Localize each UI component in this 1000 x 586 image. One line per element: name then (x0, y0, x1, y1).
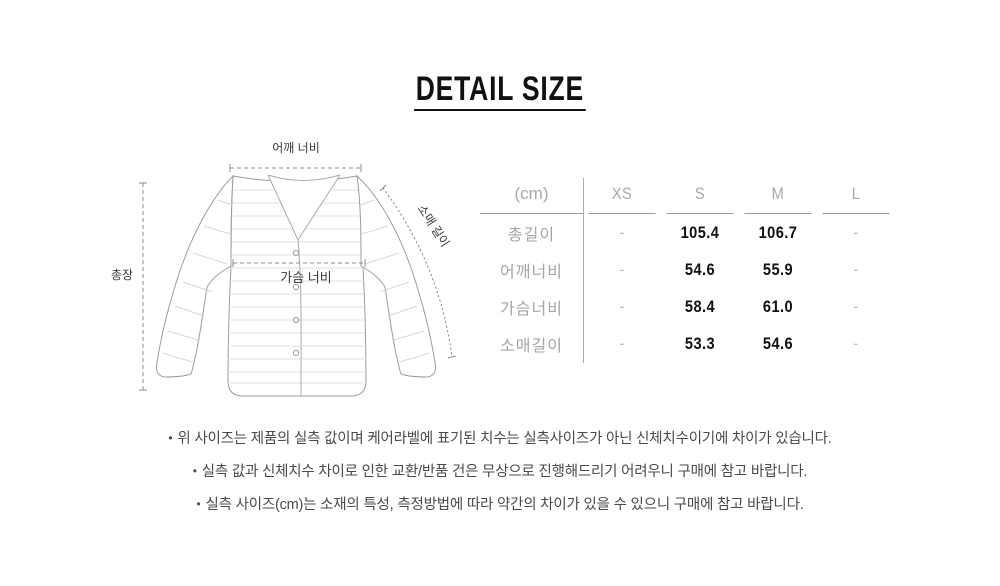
left-sleeve-quilt-lines (161, 199, 233, 363)
right-collar-line (297, 174, 341, 241)
note-text: 위 사이즈는 제품의 실측 값이며 케어라벨에 표기된 치수는 실측사이즈가 아… (177, 431, 832, 447)
size-value-cell: - (853, 296, 859, 316)
size-value-cell: - (853, 259, 859, 279)
sleeve-length-line (379, 184, 457, 359)
left-sleeve (156, 174, 234, 378)
note-item: • 실측 사이즈(cm)는 소재의 특성, 측정방법에 따라 약간의 차이가 있을… (0, 488, 1000, 521)
note-item: • 실측 값과 신체치수 차이로 인한 교환/반품 건은 무상으로 진행해드리기 … (0, 455, 1000, 488)
page-title-wrap: DETAIL SIZE (0, 72, 1000, 111)
column-header-l: L (822, 175, 890, 214)
left-collar-line (267, 174, 299, 241)
column-header-xs: XS (588, 175, 656, 214)
size-value-cell: 61.0 (762, 296, 794, 316)
right-sleeve (356, 174, 436, 378)
size-value-cell: - (853, 333, 859, 353)
shoulder-width-label: 어깨 너비 (272, 141, 320, 155)
size-value-cell: - (619, 296, 625, 316)
column-header-m: M (744, 175, 812, 214)
size-value-cell: 54.6 (684, 259, 716, 279)
row-label-chest-width: 가슴너비 (500, 300, 563, 318)
bullet-icon: • (192, 464, 197, 478)
v-neck-opening (268, 175, 340, 240)
size-value-cell: 105.4 (680, 222, 720, 242)
right-sleeve-quilt-lines (359, 199, 431, 363)
note-text: 실측 값과 신체치수 차이로 인한 교환/반품 건은 무상으로 진행해드리기 어… (201, 464, 808, 480)
column-header-s: S (666, 175, 734, 214)
back-collar-line (267, 174, 341, 181)
chest-width-line (232, 259, 366, 267)
size-value-cell: - (619, 222, 625, 242)
bullet-icon: • (196, 497, 201, 511)
size-table: (cm) XS S M L 총길이 - 105.4 106.7 - 어깨너비 -… (480, 175, 895, 365)
notes-section: • 위 사이즈는 제품의 실측 값이며 케어라벨에 표기된 치수는 실측사이즈가 … (0, 422, 1000, 521)
size-value-cell: 58.4 (684, 296, 716, 316)
table-divider-line (583, 178, 584, 363)
total-length-label: 총장 (111, 268, 133, 282)
page-title: DETAIL SIZE (414, 72, 586, 111)
size-value-cell: 54.6 (762, 333, 794, 353)
table-unit-header: (cm) (480, 175, 583, 214)
sleeve-length-label: 소매 길이 (415, 202, 453, 249)
size-value-cell: - (853, 222, 859, 242)
chest-width-label: 가슴 너비 (280, 270, 331, 285)
bullet-icon: • (168, 431, 173, 445)
size-value-cell: - (619, 333, 625, 353)
jacket-size-diagram: 어깨 너비 총장 가슴 너비 소매 길이 (111, 141, 457, 397)
button-icons (292, 249, 300, 357)
note-text: 실측 사이즈(cm)는 소재의 특성, 측정방법에 따라 약간의 차이가 있을 … (205, 497, 804, 513)
total-length-line (139, 182, 147, 391)
size-value-cell: 53.3 (684, 333, 716, 353)
front-placket-line (297, 239, 302, 397)
row-label-total-length: 총길이 (507, 226, 556, 244)
size-value-cell: 106.7 (758, 222, 798, 242)
size-value-cell: 55.9 (762, 259, 794, 279)
size-value-cell: - (619, 259, 625, 279)
row-label-shoulder-width: 어깨너비 (500, 263, 563, 281)
note-item: • 위 사이즈는 제품의 실측 값이며 케어라벨에 표기된 치수는 실측사이즈가 … (0, 422, 1000, 455)
shoulder-width-line (229, 164, 362, 172)
row-label-sleeve-length: 소매길이 (500, 337, 563, 355)
